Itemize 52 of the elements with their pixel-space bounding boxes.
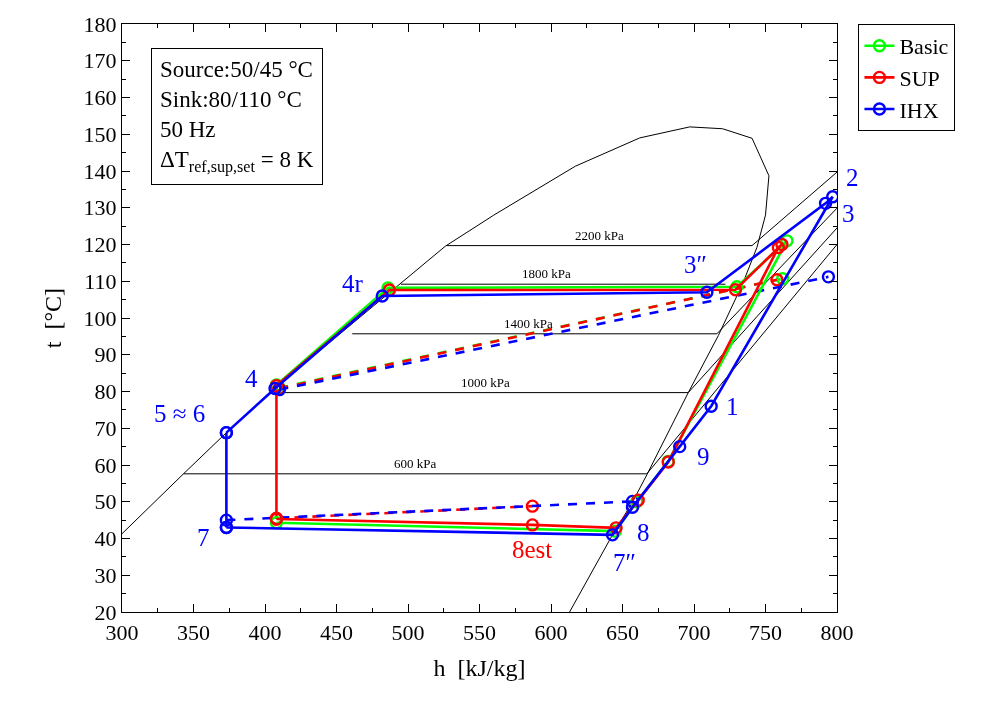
y-tick-label: 80	[94, 379, 117, 405]
y-tick-label: 30	[94, 562, 117, 588]
y-tick-label: 130	[83, 195, 117, 221]
annotation: Sink:80/110 °C	[160, 86, 302, 112]
y-axis-title: t [°C]	[39, 287, 66, 349]
annotation: 7″	[613, 549, 636, 576]
annotation: 4	[245, 365, 258, 392]
y-tick-label: 170	[83, 48, 117, 74]
annotation: 8	[637, 519, 650, 546]
annotation: 1800 kPa	[522, 266, 571, 281]
y-tick-label: 120	[83, 232, 117, 258]
x-tick-label: 450	[320, 619, 353, 645]
y-tick-label: 180	[83, 11, 117, 37]
y-tick-label: 40	[94, 526, 117, 552]
annotation: ΔT$_{ref,sup,set}$ = 8 K	[160, 146, 314, 176]
y-tick-label: 150	[83, 121, 117, 147]
annotation: 7	[197, 524, 210, 551]
x-tick-label: 750	[749, 619, 782, 645]
annotation: 3″	[684, 251, 707, 278]
x-tick-label: 350	[177, 619, 210, 645]
x-tick-label: 600	[534, 619, 568, 645]
x-axis-title: h [kJ/kg]	[433, 654, 526, 681]
legend-label: SUP	[899, 65, 940, 91]
annotation: 600 kPa	[394, 456, 437, 471]
x-tick-label: 700	[677, 619, 711, 645]
x-tick-label: 500	[391, 619, 425, 645]
annotation: 1400 kPa	[504, 316, 553, 331]
annotation: 1	[726, 393, 739, 420]
x-tick-label: 650	[606, 619, 639, 645]
annotation: Source:50/45 °C	[160, 57, 313, 82]
annotation: 2	[846, 164, 859, 191]
annotation: 8est	[512, 536, 553, 563]
y-tick-label: 140	[83, 158, 117, 184]
x-tick-label: 800	[820, 619, 854, 645]
annotation: 50 Hz	[160, 116, 216, 142]
annotation: 5 ≈ 6	[154, 400, 206, 427]
annotation: 9	[697, 443, 710, 470]
y-tick-label: 160	[83, 85, 117, 111]
legend-label: Basic	[899, 34, 949, 60]
x-tick-label: 400	[248, 619, 282, 645]
y-tick-label: 60	[94, 452, 117, 478]
annotation: 1000 kPa	[461, 375, 510, 390]
y-tick-label: 70	[94, 415, 117, 441]
y-tick-label: 100	[83, 305, 117, 331]
y-tick-label: 110	[84, 268, 117, 294]
legend-label: IHX	[899, 97, 939, 123]
annotation: 3	[842, 200, 855, 227]
annotation: 2200 kPa	[575, 228, 624, 243]
x-tick-label: 550	[463, 619, 496, 645]
y-tick-label: 90	[94, 342, 117, 368]
annotation: 4r	[342, 270, 364, 297]
y-tick-label: 50	[94, 489, 117, 515]
